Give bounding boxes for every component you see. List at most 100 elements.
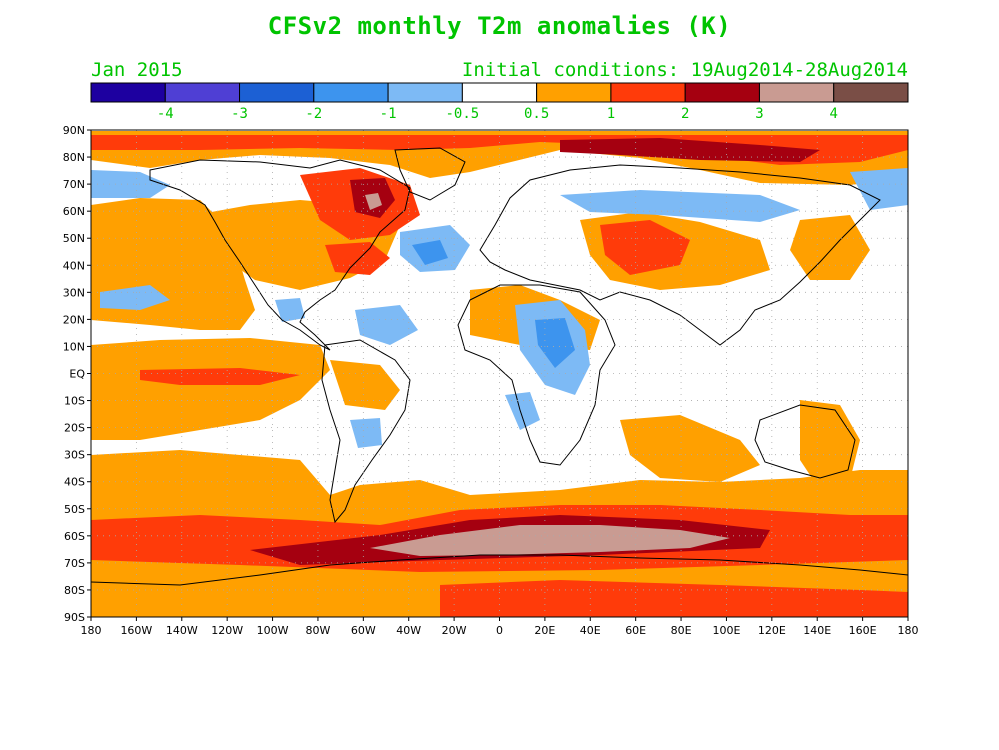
anomaly-north-atlantic-deep-cold — [412, 240, 448, 265]
latitude-label: 80S — [64, 584, 85, 597]
colorbar-tick-label: -3 — [231, 106, 248, 122]
latitude-label: 20N — [63, 313, 85, 326]
anomaly-central-asia-red — [600, 220, 690, 275]
colorbar-tick-label: -0.5 — [446, 106, 480, 122]
longitude-label: 140W — [166, 624, 198, 637]
coastline-africa — [457, 284, 616, 466]
latitude-label: 40S — [64, 476, 85, 489]
longitude-label: 80E — [671, 624, 692, 637]
longitude-label: 80W — [306, 624, 331, 637]
longitude-label: 100W — [257, 624, 289, 637]
coastline-antarctica — [90, 554, 909, 586]
colorbar-tick-labels: -4 -3 -2 -1 -0.5 0.5 1 2 3 4 — [157, 106, 838, 122]
latitude-label: 50S — [64, 503, 85, 516]
colorbar-box — [461, 82, 538, 103]
longitude-label: 120W — [211, 624, 243, 637]
colorbar-tick-label: 2 — [681, 106, 689, 122]
longitude-label: 120E — [758, 624, 786, 637]
colorbar-tick-label: -4 — [157, 106, 174, 122]
longitude-label: 140E — [803, 624, 831, 637]
latitude-label: 70N — [63, 178, 85, 191]
colorbar-box — [239, 82, 315, 103]
colorbar-tick-label: 0.5 — [524, 106, 549, 122]
anomaly-east-us-red — [325, 242, 390, 275]
colorbar-tick-label: 3 — [755, 106, 763, 122]
latitude-label: 30S — [64, 449, 85, 462]
coastline-north-america — [149, 159, 411, 351]
latitude-label: 70S — [64, 557, 85, 570]
longitude-label: 40W — [396, 624, 421, 637]
colorbar-box — [536, 82, 612, 103]
colorbar-tick-label: -1 — [380, 106, 397, 122]
initial-conditions-label: Initial conditions: 19Aug2014-28Aug2014 — [461, 59, 908, 81]
latitude-label: 60S — [64, 530, 85, 543]
map-panel: 90N 80N 70N 60N 50N 40N 30N 20N 10N EQ 10S 20S 30S 40… — [63, 124, 919, 637]
colorbar-box — [164, 82, 241, 103]
longitude-label: 20E — [534, 624, 555, 637]
colorbar-tick-label: 4 — [830, 106, 838, 122]
latitude-label: 10N — [63, 340, 85, 353]
longitude-label: 40E — [580, 624, 601, 637]
longitude-label: 20W — [442, 624, 467, 637]
anomaly-arctic-darkred — [560, 138, 820, 162]
longitude-label: 160W — [120, 624, 152, 637]
longitude-label: 180 — [898, 624, 919, 637]
map-title: CFSv2 monthly T2m anomalies (K) — [267, 12, 732, 40]
anomaly-siberia-cold — [560, 190, 800, 222]
coastline-australia — [754, 404, 856, 479]
anomaly-east-pacific-cold — [100, 285, 170, 310]
anomaly-south-indian-warm — [620, 415, 760, 482]
anomaly-fields — [91, 131, 908, 617]
gridlines — [91, 130, 908, 617]
longitude-label: 100E — [712, 624, 740, 637]
anomaly-ne-pacific-cold — [850, 168, 908, 210]
coastline-south-america — [321, 339, 411, 524]
latitude-label: 90N — [63, 124, 85, 137]
latitude-label: 50N — [63, 232, 85, 245]
latitude-label: 90S — [64, 611, 85, 624]
colorbar-box — [387, 82, 463, 103]
anomaly-south-america-cold — [350, 418, 382, 448]
colorbar-box — [833, 82, 909, 103]
latitude-label: 30N — [63, 286, 85, 299]
longitude-label: 180 — [81, 624, 102, 637]
longitude-label: 60E — [625, 624, 646, 637]
colorbar-tick-label: -2 — [305, 106, 322, 122]
coastlines — [90, 147, 909, 586]
anomaly-southern-ocean-extreme — [370, 525, 730, 556]
longitude-label: 160E — [849, 624, 877, 637]
anomaly-antarctic-red — [440, 580, 908, 617]
colorbar-box — [610, 82, 686, 103]
colorbar-box — [313, 82, 389, 103]
colorbar-box — [90, 82, 166, 103]
anomaly-labrador-extreme — [365, 193, 382, 210]
latitude-labels: 90N 80N 70N 60N 50N 40N 30N 20N 10N EQ 10S 20S 30S 40… — [63, 124, 91, 624]
latitude-label: 20S — [64, 422, 85, 435]
anomaly-south-atlantic-cold — [505, 392, 540, 430]
latitude-label: 40N — [63, 259, 85, 272]
anomaly-east-asia-warm — [790, 215, 870, 280]
anomaly-africa-deep-cold — [535, 318, 575, 368]
latitude-label: 80N — [63, 151, 85, 164]
longitude-label: 0 — [496, 624, 503, 637]
anomaly-enso-red — [140, 368, 300, 385]
latitude-label: 60N — [63, 205, 85, 218]
anomaly-mexico-cold — [275, 298, 305, 322]
anomaly-australia-warm — [800, 400, 860, 490]
latitude-label: EQ — [69, 368, 85, 381]
longitude-labels: 180 160W 140W 120W 100W 80W 60W 40W 20W 0 20E 40E 60… — [81, 617, 919, 637]
anomaly-south-america-warm — [330, 360, 400, 410]
colorbar-boxes — [90, 82, 909, 103]
colorbar-tick-label: 1 — [607, 106, 615, 122]
anomaly-tropical-pacific-warm — [91, 338, 330, 440]
colorbar-box — [758, 82, 835, 103]
coastline-europe-asia — [479, 164, 881, 346]
anomaly-atlantic-cold — [355, 305, 418, 345]
valid-month-label: Jan 2015 — [91, 59, 183, 81]
colorbar: -4 -3 -2 -1 -0.5 0.5 1 2 3 4 — [90, 82, 909, 122]
latitude-label: 10S — [64, 395, 85, 408]
coastline-greenland — [394, 147, 466, 201]
colorbar-box — [684, 82, 760, 103]
longitude-label: 60W — [351, 624, 376, 637]
